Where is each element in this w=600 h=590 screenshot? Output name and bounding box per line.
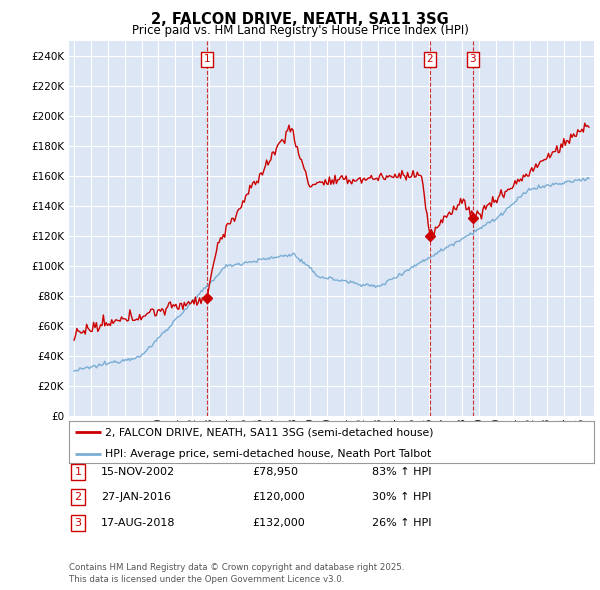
Text: 30% ↑ HPI: 30% ↑ HPI	[372, 493, 431, 502]
Text: Price paid vs. HM Land Registry's House Price Index (HPI): Price paid vs. HM Land Registry's House …	[131, 24, 469, 37]
Text: 3: 3	[470, 54, 476, 64]
Text: This data is licensed under the Open Government Licence v3.0.: This data is licensed under the Open Gov…	[69, 575, 344, 584]
Text: £120,000: £120,000	[252, 493, 305, 502]
Text: 2, FALCON DRIVE, NEATH, SA11 3SG (semi-detached house): 2, FALCON DRIVE, NEATH, SA11 3SG (semi-d…	[105, 427, 433, 437]
Text: 1: 1	[74, 467, 82, 477]
Text: 17-AUG-2018: 17-AUG-2018	[101, 518, 175, 527]
Text: 1: 1	[204, 54, 211, 64]
Text: 26% ↑ HPI: 26% ↑ HPI	[372, 518, 431, 527]
Text: 2, FALCON DRIVE, NEATH, SA11 3SG: 2, FALCON DRIVE, NEATH, SA11 3SG	[151, 12, 449, 27]
Text: £78,950: £78,950	[252, 467, 298, 477]
Text: £132,000: £132,000	[252, 518, 305, 527]
Text: 3: 3	[74, 518, 82, 527]
Text: 2: 2	[74, 493, 82, 502]
Text: 83% ↑ HPI: 83% ↑ HPI	[372, 467, 431, 477]
Text: Contains HM Land Registry data © Crown copyright and database right 2025.: Contains HM Land Registry data © Crown c…	[69, 563, 404, 572]
Text: HPI: Average price, semi-detached house, Neath Port Talbot: HPI: Average price, semi-detached house,…	[105, 449, 431, 459]
Text: 15-NOV-2002: 15-NOV-2002	[101, 467, 175, 477]
Text: 2: 2	[427, 54, 433, 64]
Text: 27-JAN-2016: 27-JAN-2016	[101, 493, 171, 502]
